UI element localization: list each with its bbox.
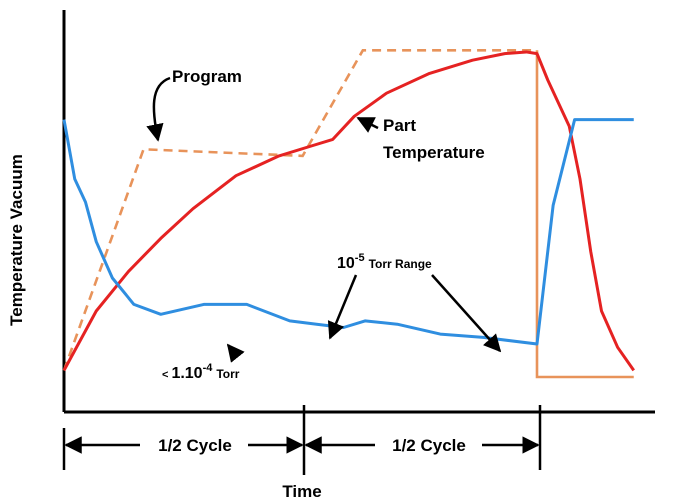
part-temperature-annotation-line2: Temperature <box>383 143 485 162</box>
cycle2-label: 1/2 Cycle <box>392 436 466 455</box>
series-part-temperature-line <box>62 50 635 372</box>
torr-range-arrow-right <box>431 274 502 353</box>
series-program-line-dashed <box>62 48 537 371</box>
part-temperature-annotation-line1: Part <box>383 116 416 135</box>
part-temperature-annotation-arrow <box>356 116 379 133</box>
cycle1-label: 1/2 Cycle <box>158 436 232 455</box>
torr-range-arrow-left <box>327 274 358 340</box>
y-axis-label: Temperature Vacuum <box>7 154 26 326</box>
torr4-arrow <box>226 343 245 363</box>
program-annotation-arrow <box>146 76 171 142</box>
program-annotation: Program <box>172 67 242 86</box>
torr-range-annotation: 10-5 Torr Range <box>337 252 432 272</box>
series-vacuum-line <box>62 118 634 346</box>
torr4-annotation: <1.10-4 Torr <box>162 362 240 382</box>
series-program-line-solid <box>535 50 634 379</box>
x-axis-label: Time <box>282 482 321 501</box>
